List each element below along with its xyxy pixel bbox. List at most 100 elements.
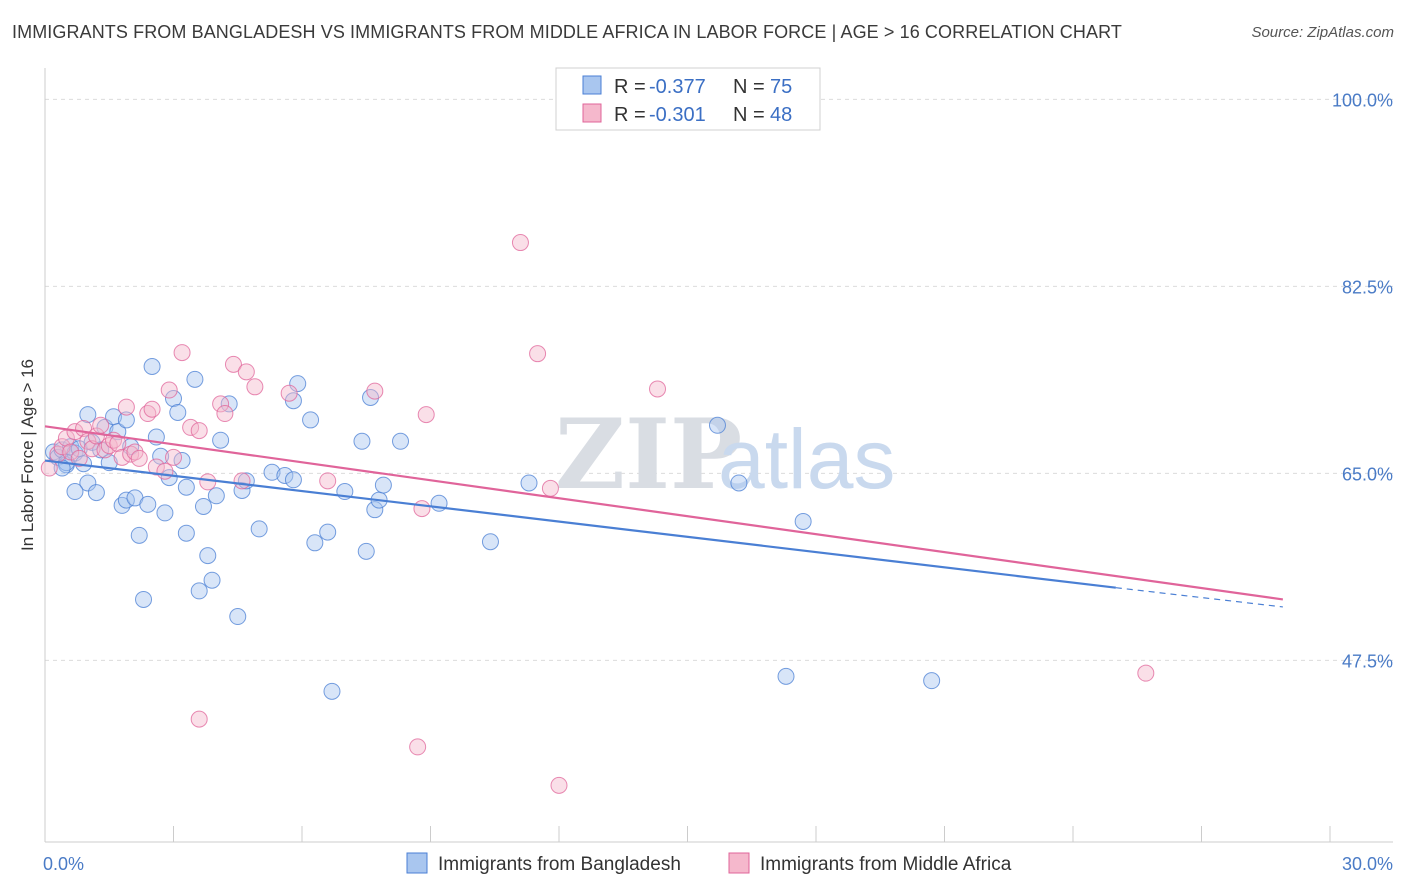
middle-africa-point-47 xyxy=(550,776,568,794)
bangladesh-point-69 xyxy=(708,416,726,434)
bangladesh-point-51 xyxy=(284,471,302,489)
bangladesh-point-72 xyxy=(777,667,795,685)
bangladesh-point-33 xyxy=(169,403,187,421)
bangladesh-point-14 xyxy=(92,441,110,459)
middle-africa-point-36 xyxy=(237,363,255,381)
legend-r-label-1: R = xyxy=(614,76,646,98)
bangladesh-point-25 xyxy=(135,590,153,608)
middle-africa-point-17 xyxy=(117,398,135,416)
middle-africa-point-6 xyxy=(70,449,88,467)
grid-lines xyxy=(45,98,1393,661)
bangladesh-point-35 xyxy=(177,478,195,496)
middle-africa-point-41 xyxy=(409,738,427,756)
bangladesh-point-37 xyxy=(186,370,204,388)
bangladesh-point-9 xyxy=(66,483,84,501)
middle-africa-point-25 xyxy=(160,381,178,399)
middle-africa-point-20 xyxy=(130,449,148,467)
middle-africa-point-9 xyxy=(83,440,101,458)
y-tick-label-0: 47.5% xyxy=(1342,651,1393,671)
legend-n-label-1: N = xyxy=(733,76,765,98)
middle-africa-point-16 xyxy=(113,448,131,466)
bangladesh-point-30 xyxy=(156,504,174,522)
middle-africa-point-38 xyxy=(280,384,298,402)
middle-africa-point-26 xyxy=(165,448,182,466)
bangladesh-point-57 xyxy=(323,682,341,700)
x-tick-label-1: 30.0% xyxy=(1342,854,1393,874)
chart-title: IMMIGRANTS FROM BANGLADESH VS IMMIGRANTS… xyxy=(12,22,1122,42)
middle-africa-point-24 xyxy=(156,462,174,480)
watermark-atlas: atlas xyxy=(718,412,895,506)
trend-lines xyxy=(44,425,1284,608)
bangladesh-point-43 xyxy=(212,431,230,449)
bangladesh-point-68 xyxy=(520,474,538,492)
bottom-legend: Immigrants from Bangladesh Immigrants fr… xyxy=(406,852,1012,875)
middle-africa-point-45 xyxy=(529,345,547,363)
bangladesh-point-26 xyxy=(139,495,157,513)
bangladesh-trend-line xyxy=(44,459,1116,589)
middle-africa-trend-line xyxy=(44,425,1284,601)
bottom-legend-swatch-pink xyxy=(728,852,750,874)
bangladesh-point-42 xyxy=(207,487,225,505)
bangladesh-point-44 xyxy=(220,395,238,413)
bangladesh-point-10 xyxy=(87,484,105,502)
bangladesh-point-53 xyxy=(289,375,307,393)
middle-africa-point-40 xyxy=(366,382,384,400)
x-tick-labels: 0.0% 30.0% xyxy=(43,854,1393,874)
legend-box: R = -0.377 N = 75 R = -0.301 N = 48 xyxy=(555,67,821,131)
bangladesh-point-27 xyxy=(143,358,161,376)
bangladesh-point-48 xyxy=(250,520,268,538)
middle-africa-point-48 xyxy=(649,380,667,398)
watermark-zip: ZIP xyxy=(555,398,742,511)
bangladesh-point-54 xyxy=(302,411,320,429)
middle-africa-point-39 xyxy=(319,472,337,490)
bangladesh-point-73 xyxy=(923,672,941,690)
legend-n-label-2: N = xyxy=(733,104,765,126)
bangladesh-point-67 xyxy=(481,533,499,551)
middle-africa-point-46 xyxy=(541,479,559,497)
middle-africa-point-23 xyxy=(147,458,165,476)
middle-africa-point-11 xyxy=(92,416,110,434)
middle-africa-point-4 xyxy=(62,443,80,461)
y-tick-label-1: 65.0% xyxy=(1342,464,1393,484)
bangladesh-point-38 xyxy=(190,582,208,600)
middle-africa-point-2 xyxy=(53,438,71,456)
middle-africa-point-31 xyxy=(199,473,217,491)
bangladesh-point-34 xyxy=(173,452,191,470)
bangladesh-point-60 xyxy=(357,542,375,560)
bangladesh-point-64 xyxy=(374,476,392,494)
bangladesh-point-55 xyxy=(306,534,324,552)
bottom-legend-swatch-blue xyxy=(406,852,428,874)
legend-swatch-blue xyxy=(582,75,602,95)
middle-africa-point-37 xyxy=(246,378,264,396)
middle-africa-point-34 xyxy=(224,355,242,373)
bangladesh-point-49 xyxy=(263,463,281,481)
bangladesh-point-24 xyxy=(130,526,148,544)
bangladesh-point-19 xyxy=(117,411,135,429)
bottom-legend-label-pink: Immigrants from Middle Africa xyxy=(760,854,1012,875)
bangladesh-point-12 xyxy=(79,406,97,424)
middle-africa-point-44 xyxy=(511,234,529,252)
middle-africa-point-35 xyxy=(233,472,251,490)
bangladesh-point-40 xyxy=(199,547,217,565)
bangladesh-trend-extension xyxy=(1115,587,1283,608)
bangladesh-point-56 xyxy=(319,523,337,541)
legend-r-label-2: R = xyxy=(614,104,646,126)
bangladesh-point-8 xyxy=(79,474,97,492)
bangladesh-point-32 xyxy=(165,390,182,408)
bangladesh-point-71 xyxy=(794,512,812,530)
middle-africa-point-33 xyxy=(216,405,234,423)
middle-africa-point-42 xyxy=(413,500,431,518)
middle-africa-point-49 xyxy=(1137,664,1155,682)
bangladesh-point-70 xyxy=(730,474,748,492)
bangladesh-point-36 xyxy=(177,524,195,542)
bangladesh-point-39 xyxy=(194,497,212,515)
bangladesh-point-50 xyxy=(276,466,294,484)
bottom-legend-label-blue: Immigrants from Bangladesh xyxy=(438,854,681,875)
legend-n-value-2: 48 xyxy=(770,104,792,126)
middle-africa-point-43 xyxy=(417,406,435,424)
bangladesh-point-65 xyxy=(392,432,410,450)
legend-n-value-1: 75 xyxy=(770,76,792,98)
middle-africa-point-28 xyxy=(182,418,200,436)
bangladesh-point-62 xyxy=(366,501,384,519)
